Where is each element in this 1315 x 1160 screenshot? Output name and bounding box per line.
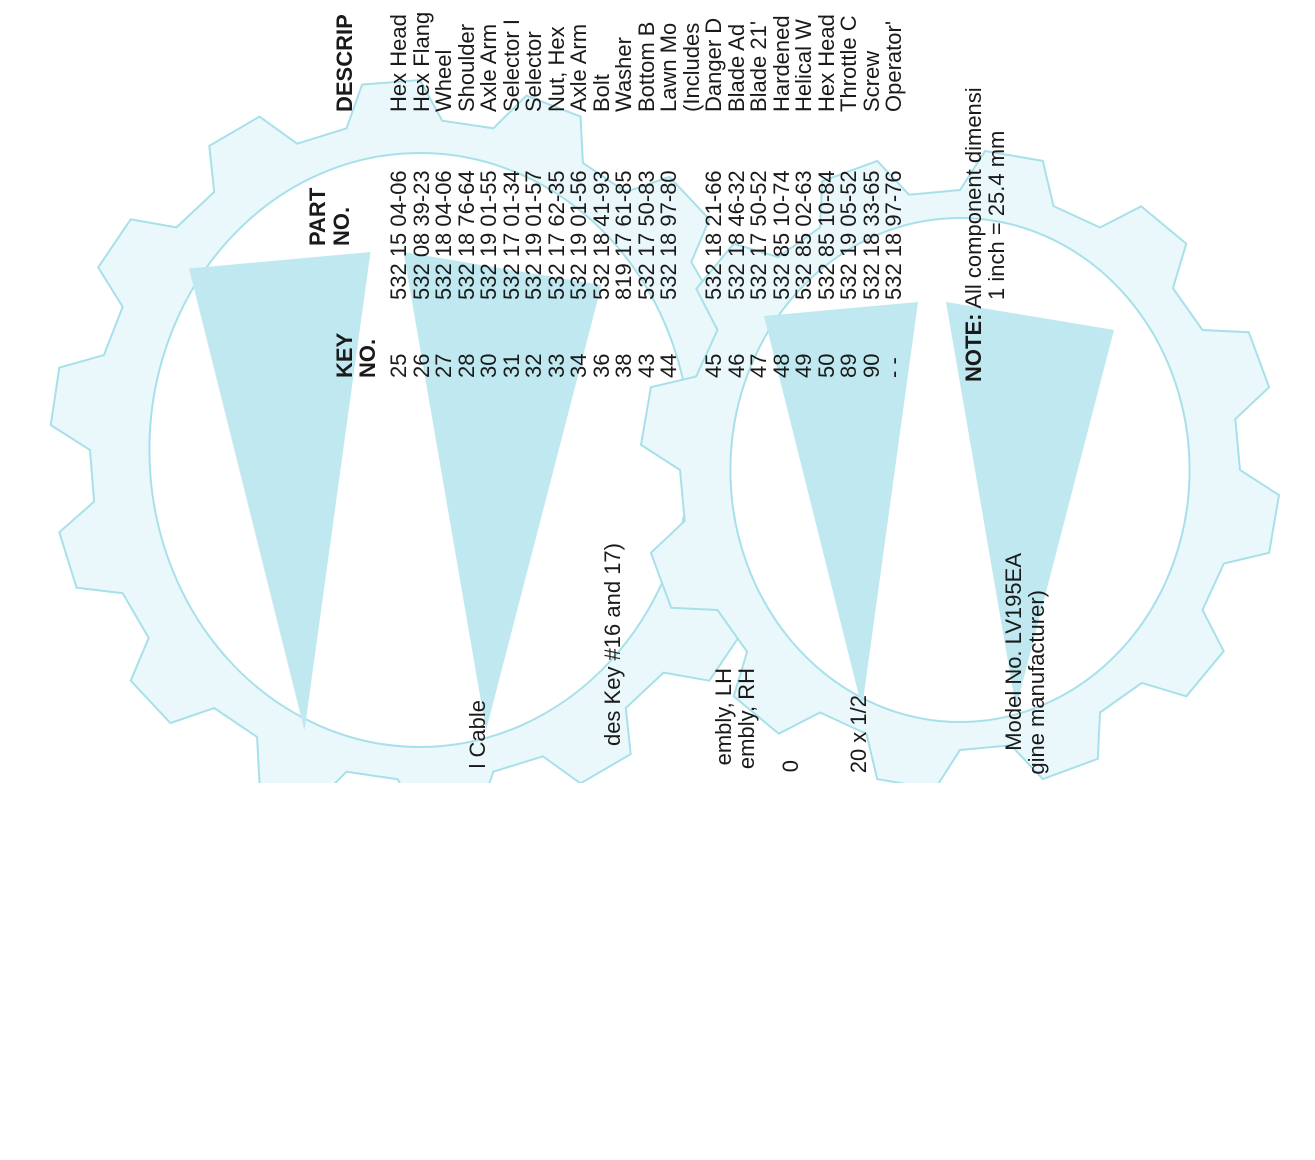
- page: {"header": {"key_no": ["KEY", "NO."], "p…: [0, 0, 1315, 783]
- description: Danger D: [703, 18, 725, 112]
- part-no: 819 17 61-85: [613, 170, 635, 300]
- fragment: embly, RH: [736, 668, 758, 1068]
- part-no: 532 19 01-56: [568, 170, 590, 300]
- part-no: 532 17 50-83: [636, 170, 658, 300]
- fragment: 20 x 1/2: [848, 695, 870, 1095]
- watermark: [0, 0, 1315, 783]
- description: Selector I: [501, 19, 523, 112]
- description: Hex Head: [388, 14, 410, 112]
- fragment: des Key #16 and 17): [602, 543, 624, 943]
- conversion: 1 inch = 25.4 mm: [986, 131, 1008, 300]
- key-no: 89: [838, 354, 860, 378]
- description: Washer: [613, 37, 635, 112]
- key-header: NO.: [357, 339, 379, 378]
- description: Lawn Mo: [658, 23, 680, 112]
- description: Screw: [861, 51, 883, 112]
- part-no: 532 19 01-57: [523, 170, 545, 300]
- key-no: 50: [816, 354, 838, 378]
- fragment: gine manufacturer): [1026, 590, 1048, 990]
- description: Helical W: [793, 19, 815, 112]
- part-no: 532 85 10-74: [771, 170, 793, 300]
- fragment: l Cable: [467, 700, 489, 1100]
- description: Hex Head: [816, 14, 838, 112]
- key-no: 26: [411, 354, 433, 378]
- part-no: 532 08 39-23: [411, 170, 433, 300]
- part-no: 532 17 01-34: [501, 170, 523, 300]
- description: Axle Arm: [568, 24, 590, 112]
- note: NOTE: All component dimensi: [963, 87, 985, 382]
- part-no: 532 85 10-84: [816, 170, 838, 300]
- part-no: 532 18 21-66: [703, 170, 725, 300]
- part-no: 532 15 04-06: [388, 170, 410, 300]
- key-no: 31: [501, 354, 523, 378]
- key-no: 33: [546, 354, 568, 378]
- key-no: 28: [456, 354, 478, 378]
- description: (Includes: [681, 23, 703, 112]
- part-no: 532 19 05-52: [838, 170, 860, 300]
- part-header: PART: [307, 188, 329, 246]
- key-no: 34: [568, 354, 590, 378]
- part-no: 532 19 01-55: [478, 170, 500, 300]
- fragment: 0: [780, 760, 802, 1160]
- description: Blade Ad: [726, 24, 748, 112]
- fragment: embly, LH: [713, 668, 735, 1068]
- key-no: 38: [613, 354, 635, 378]
- note-label: NOTE:: [961, 314, 986, 382]
- description: Nut, Hex: [546, 26, 568, 112]
- key-header: KEY: [334, 333, 356, 378]
- description: Hardened: [771, 15, 793, 112]
- part-no: 532 18 76-64: [456, 170, 478, 300]
- part-no: 532 85 02-63: [793, 170, 815, 300]
- part-header: NO.: [331, 207, 353, 246]
- part-no: 532 18 97-76: [883, 170, 905, 300]
- key-no: - -: [883, 357, 905, 378]
- part-no: 532 17 50-52: [748, 170, 770, 300]
- description: Wheel: [433, 50, 455, 112]
- key-no: 49: [793, 354, 815, 378]
- description: Throttle C: [838, 15, 860, 112]
- description: Bolt: [591, 74, 613, 112]
- description: Axle Arm: [478, 24, 500, 112]
- key-no: 46: [726, 354, 748, 378]
- key-no: 43: [636, 354, 658, 378]
- description: Hex Flang: [411, 12, 433, 112]
- part-no: 532 18 41-93: [591, 170, 613, 300]
- key-no: 25: [388, 354, 410, 378]
- key-no: 45: [703, 354, 725, 378]
- description: Operator': [883, 21, 905, 112]
- description: Shoulder: [456, 24, 478, 112]
- key-no: 44: [658, 354, 680, 378]
- key-no: 27: [433, 354, 455, 378]
- description-header: DESCRIP: [334, 14, 356, 112]
- description: Blade 21': [748, 21, 770, 112]
- key-no: 32: [523, 354, 545, 378]
- fragment: Model No. LV195EA: [1003, 553, 1025, 953]
- part-no: 532 18 33-65: [861, 170, 883, 300]
- part-no: 532 18 04-06: [433, 170, 455, 300]
- key-no: 47: [748, 354, 770, 378]
- key-no: 36: [591, 354, 613, 378]
- key-no: 48: [771, 354, 793, 378]
- key-no: 90: [861, 354, 883, 378]
- part-no: 532 18 97-80: [658, 170, 680, 300]
- key-no: 30: [478, 354, 500, 378]
- description: Selector: [523, 31, 545, 112]
- part-no: 532 17 62-35: [546, 170, 568, 300]
- description: Bottom B: [636, 22, 658, 112]
- part-no: 532 18 46-32: [726, 170, 748, 300]
- note-text: All component dimensi: [961, 87, 986, 313]
